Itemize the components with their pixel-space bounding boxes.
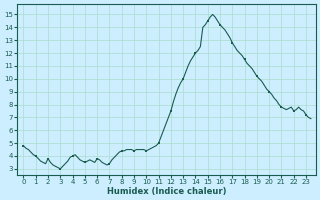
- X-axis label: Humidex (Indice chaleur): Humidex (Indice chaleur): [107, 187, 226, 196]
